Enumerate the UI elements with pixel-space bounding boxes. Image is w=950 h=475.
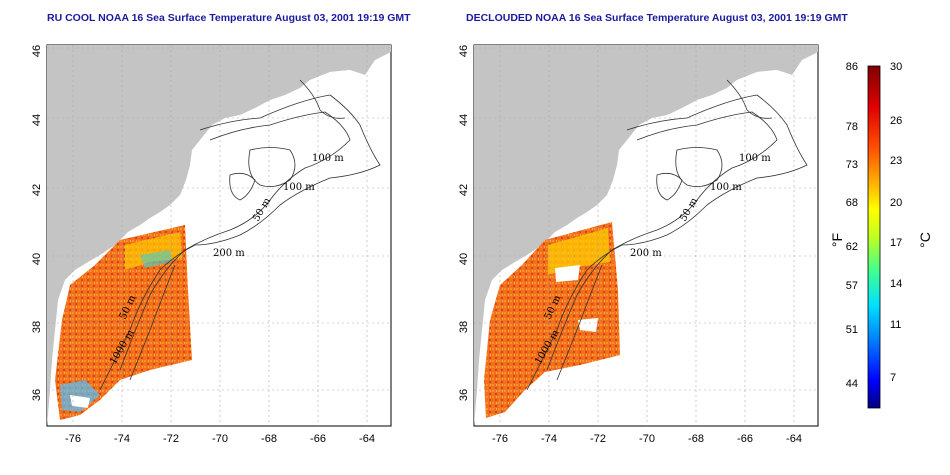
right-lat-tick-44: 44 xyxy=(458,114,470,126)
f-tick-73: 73 xyxy=(846,159,858,171)
c-tick-7: 7 xyxy=(890,372,896,384)
c-tick-26: 26 xyxy=(890,115,902,127)
left-warm-patch xyxy=(125,232,182,270)
left-gulf-of-st-lawrence xyxy=(300,70,365,100)
f-tick-57: 57 xyxy=(846,280,858,292)
right-lon-tick--76: -76 xyxy=(492,433,508,445)
right-lon-tick--66: -66 xyxy=(737,433,753,445)
left-map-panel: 100 m 100 m 50 m 200 m 50 m 1000 m 36 38… xyxy=(31,44,392,445)
right-map-panel: 100 m 100 m 50 m 200 m 50 m 1000 m 36 38… xyxy=(458,44,819,445)
fahrenheit-label: °F xyxy=(829,233,845,247)
left-lat-tick-40: 40 xyxy=(31,253,43,265)
left-cool-patch xyxy=(140,250,172,268)
right-lon-tick--70: -70 xyxy=(639,433,655,445)
colorbar-gradient xyxy=(867,65,881,409)
left-lon-tick--72: -72 xyxy=(163,433,179,445)
c-tick-14: 14 xyxy=(890,278,902,290)
right-bathymetry-contours xyxy=(526,79,808,391)
left-lon-tick--66: -66 xyxy=(310,433,326,445)
left-contour-label-100m-a: 100 m xyxy=(312,153,344,164)
colorbar: 86 78 73 68 62 57 51 44 30 26 23 20 17 1… xyxy=(829,61,933,409)
f-tick-51: 51 xyxy=(846,324,858,336)
right-gridlines xyxy=(474,45,818,426)
right-panel-title: DECLOUDED NOAA 16 Sea Surface Temperatur… xyxy=(466,12,848,24)
left-lon-tick--76: -76 xyxy=(65,433,81,445)
right-contour-label-100m-b: 100 m xyxy=(710,182,742,193)
right-lat-tick-36: 36 xyxy=(458,389,470,401)
f-tick-44: 44 xyxy=(846,378,858,390)
colorbar-fahrenheit-ticks: 86 78 73 68 62 57 51 44 xyxy=(846,61,858,390)
right-lat-tick-38: 38 xyxy=(458,321,470,333)
right-lat-ticks: 36 38 40 42 44 46 xyxy=(458,45,470,401)
right-lat-tick-40: 40 xyxy=(458,253,470,265)
left-lon-tick--70: -70 xyxy=(212,433,228,445)
left-lon-tick--64: -64 xyxy=(359,433,375,445)
left-cloud-edge xyxy=(60,380,100,412)
right-contour-label-100m-a: 100 m xyxy=(739,153,771,164)
f-tick-62: 62 xyxy=(846,241,858,253)
right-lon-tick--74: -74 xyxy=(541,433,557,445)
right-land xyxy=(474,45,818,426)
c-tick-17: 17 xyxy=(890,237,902,249)
colorbar-celsius-ticks: 30 26 23 20 17 14 11 7 xyxy=(890,61,902,384)
c-tick-20: 20 xyxy=(890,197,902,209)
c-tick-30: 30 xyxy=(890,61,902,73)
left-contour-label-100m-b: 100 m xyxy=(283,182,315,193)
right-lon-tick--64: -64 xyxy=(786,433,802,445)
left-panel-title: RU COOL NOAA 16 Sea Surface Temperature … xyxy=(47,12,411,24)
left-lat-tick-44: 44 xyxy=(31,114,43,126)
left-contour-label-200m: 200 m xyxy=(213,248,245,259)
c-tick-11: 11 xyxy=(890,319,901,331)
left-bathymetry-contours xyxy=(99,79,381,391)
left-land xyxy=(47,45,391,426)
right-gap-b xyxy=(578,318,598,332)
f-tick-78: 78 xyxy=(846,121,858,133)
f-tick-68: 68 xyxy=(846,197,858,209)
c-tick-23: 23 xyxy=(890,155,902,167)
left-lat-tick-36: 36 xyxy=(31,389,43,401)
right-gap-a xyxy=(555,265,580,282)
left-lon-tick--68: -68 xyxy=(261,433,277,445)
celsius-label: °C xyxy=(917,232,933,248)
right-lon-tick--72: -72 xyxy=(590,433,606,445)
right-gulf-of-st-lawrence xyxy=(727,70,792,100)
right-lon-ticks: -76 -74 -72 -70 -68 -66 -64 xyxy=(492,433,802,445)
left-lat-tick-38: 38 xyxy=(31,321,43,333)
right-lon-tick--68: -68 xyxy=(688,433,704,445)
left-cloud-gap xyxy=(70,395,90,408)
left-lat-tick-46: 46 xyxy=(31,45,43,57)
f-tick-86: 86 xyxy=(846,61,858,73)
left-lon-tick--74: -74 xyxy=(114,433,130,445)
left-lon-ticks: -76 -74 -72 -70 -68 -66 -64 xyxy=(65,433,375,445)
left-lat-ticks: 36 38 40 42 44 46 xyxy=(31,45,43,401)
right-lat-tick-42: 42 xyxy=(458,184,470,196)
right-lat-tick-46: 46 xyxy=(458,45,470,57)
right-contour-label-200m: 200 m xyxy=(630,248,662,259)
left-lat-tick-42: 42 xyxy=(31,184,43,196)
